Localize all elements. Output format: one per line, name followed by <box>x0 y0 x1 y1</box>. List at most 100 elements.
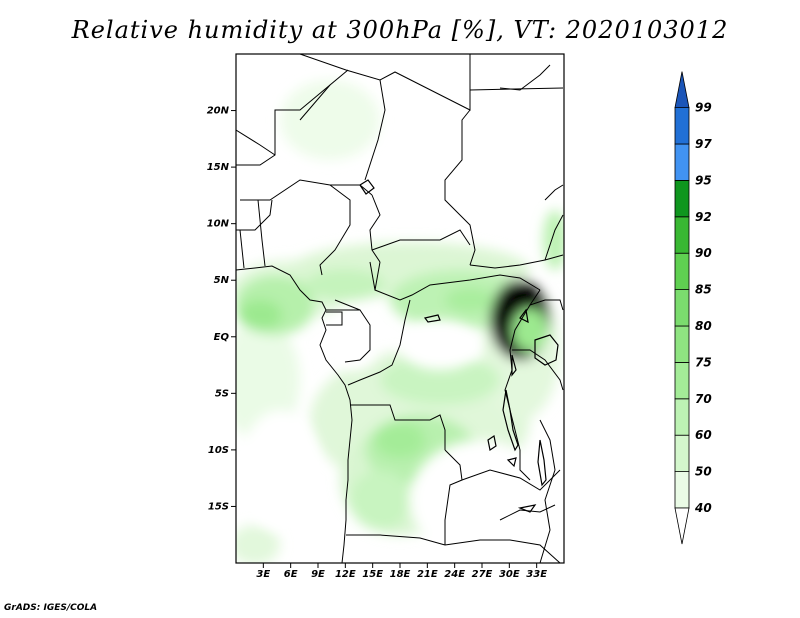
colorbar-label: 99 <box>695 101 712 115</box>
lon-tick-label: 30E <box>499 569 520 580</box>
border-libya-sudan <box>469 87 564 91</box>
lon-tick-label: 15E <box>362 569 383 580</box>
border-drc-east <box>504 289 541 481</box>
grads-credit: GrADS: IGES/COLA <box>4 603 98 613</box>
border-angola-north <box>350 404 446 450</box>
colorbar-segment <box>674 361 690 400</box>
border-cameroon-car <box>369 261 376 291</box>
colorbar-segment <box>674 325 690 363</box>
colorbar-label: 40 <box>694 501 712 515</box>
lon-tick-label: 3E <box>256 569 270 580</box>
rh-shade-light <box>280 80 380 160</box>
lat-tick-label: 5N <box>214 275 230 286</box>
colorbar-segment <box>674 471 690 509</box>
lon-tick-label: 18E <box>390 569 411 580</box>
border-sudan-ss <box>469 254 564 269</box>
border-niger-nigeria <box>240 179 373 201</box>
colorbar-label: 50 <box>695 465 712 479</box>
colorbar: 40 50 60 70 75 80 85 90 92 95 97 99 <box>674 71 712 545</box>
lat-tick-label: EQ <box>214 332 230 343</box>
border-cam-congo <box>334 299 361 311</box>
rh-shade-strong <box>238 300 282 330</box>
colorbar-segment <box>674 398 690 436</box>
colorbar-top-arrow <box>674 71 690 108</box>
lake-malawi <box>537 439 547 487</box>
colorbar-segment <box>674 434 690 473</box>
colorbar-label: 85 <box>695 283 712 297</box>
rh-shade-medium <box>380 355 500 405</box>
border-gabon <box>326 309 371 363</box>
colorbar-segment <box>674 289 690 327</box>
rh-shade-strong <box>445 288 495 312</box>
rh-shade-strong <box>512 308 548 352</box>
rh-shade-light <box>236 320 300 440</box>
colorbar-segment <box>674 143 690 181</box>
border-eq-guinea <box>326 311 343 326</box>
colorbar-label: 70 <box>695 392 712 406</box>
lon-tick-label: 6E <box>284 569 298 580</box>
border-ss-east <box>544 214 564 261</box>
lakes <box>359 179 559 513</box>
border-kenya-uganda <box>529 299 564 311</box>
lon-axis: 3E 6E 9E 12E 15E 18E 21E 24E 27E 30E 33E <box>256 563 547 580</box>
lon-tick-label: 12E <box>335 569 356 580</box>
border-angola-south <box>346 534 446 546</box>
border-tanzania <box>512 349 564 391</box>
dry-patch <box>333 330 377 370</box>
colorbar-label: 95 <box>695 173 712 187</box>
border-ethiopia <box>544 184 564 201</box>
colorbar-label: 90 <box>695 246 712 260</box>
lake-albert <box>519 308 529 324</box>
colorbar-label: 97 <box>695 137 712 151</box>
lon-tick-label: 33E <box>526 569 547 580</box>
lake-tumba <box>423 314 441 323</box>
colorbar-label: 60 <box>695 428 712 442</box>
coastline-red-sea <box>499 64 551 91</box>
lake-bangweulu <box>506 457 517 468</box>
border-angola-east <box>444 449 463 545</box>
border-burkina <box>236 199 273 231</box>
rh-shade-strong <box>375 422 425 458</box>
lat-tick-label: 15N <box>207 162 230 173</box>
colorbar-label: 75 <box>695 355 712 369</box>
border-chad-car <box>371 229 471 251</box>
border-nigeria-cameroon <box>319 184 351 276</box>
border-ghana <box>239 229 245 269</box>
colorbar-segment <box>674 252 690 290</box>
colorbar-segment <box>674 107 690 145</box>
colorbar-segment <box>674 216 690 254</box>
lat-axis: 20N 15N 10N 5N EQ 5S 10S 15S <box>207 106 236 512</box>
lat-tick-label: 20N <box>207 106 230 117</box>
lat-tick-label: 15S <box>208 501 229 512</box>
colorbar-label: 80 <box>695 319 712 333</box>
lat-tick-label: 5S <box>215 388 229 399</box>
lon-tick-label: 24E <box>444 569 465 580</box>
map-borders <box>236 54 564 563</box>
lake-victoria <box>534 334 559 366</box>
border-zambia <box>461 469 561 491</box>
border-mali-niger <box>236 84 331 166</box>
map-title: Relative humidity at 300hPa [%], VT: 202… <box>71 16 729 44</box>
border-north-2 <box>444 109 476 266</box>
lat-tick-label: 10S <box>208 445 229 456</box>
lake-mweru <box>487 435 497 451</box>
coastline-west <box>236 265 353 563</box>
colorbar-label: 92 <box>695 210 712 224</box>
rh-shade-medium <box>543 210 564 270</box>
border-congo-drc <box>347 299 411 386</box>
border-niger-chad-2 <box>364 79 386 181</box>
colorbar-bottom-arrow <box>674 507 690 545</box>
lon-tick-label: 9E <box>311 569 325 580</box>
border-chad-cam <box>369 194 381 263</box>
lat-tick-label: 10N <box>207 219 230 230</box>
border-car-south <box>374 261 541 301</box>
border-mauritania <box>236 129 276 156</box>
lake-tanganyika <box>502 389 519 452</box>
lon-tick-label: 27E <box>472 569 493 580</box>
colorbar-segment <box>674 179 690 218</box>
rh-shade-light <box>236 525 280 563</box>
border-mozambique <box>539 419 556 563</box>
lake-kariba <box>517 504 537 513</box>
lake-chad <box>359 179 375 195</box>
